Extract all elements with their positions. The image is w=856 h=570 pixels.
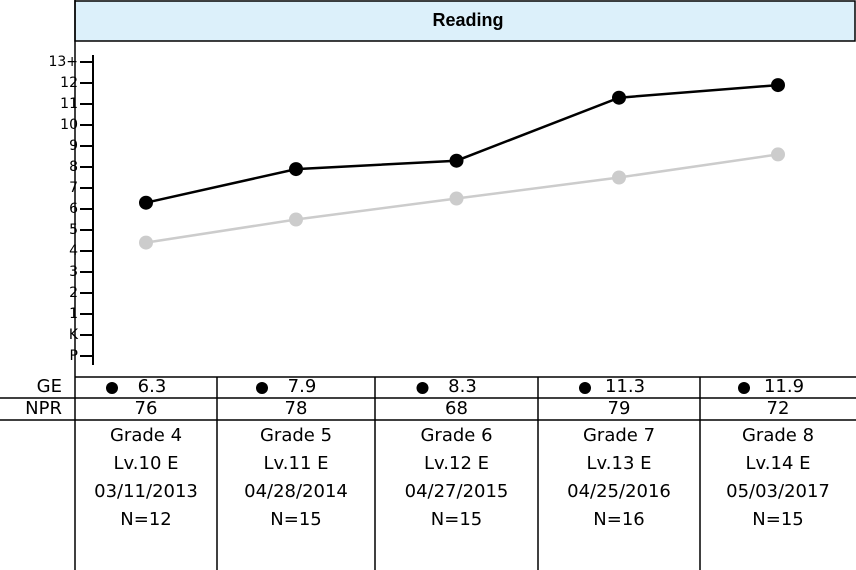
ge-value: 11.3 (605, 376, 645, 397)
level-label: Lv.10 E (113, 453, 178, 474)
npr-value: 79 (608, 398, 631, 419)
level-label: Lv.12 E (424, 453, 489, 474)
date-label: 04/28/2014 (244, 481, 348, 502)
point (289, 212, 303, 227)
point (449, 153, 464, 168)
chart-title: Reading (432, 10, 503, 30)
y-tick-label: 10 (60, 117, 78, 133)
npr-value: 78 (285, 398, 308, 419)
y-tick-label: 2 (69, 285, 78, 301)
date-label: 03/11/2013 (94, 481, 198, 502)
y-tick-label: P (70, 348, 78, 364)
grade-label: Grade 4 (110, 425, 182, 446)
legend-dot (738, 382, 750, 394)
legend-dot (579, 382, 591, 394)
point (771, 147, 785, 162)
legend-dot (416, 382, 429, 394)
ge-value: 8.3 (448, 376, 477, 397)
point (771, 78, 785, 93)
y-tick-label: 12 (60, 75, 78, 91)
point (289, 162, 303, 177)
grade-label: Grade 6 (420, 425, 492, 446)
grade-label: Grade 8 (742, 425, 814, 446)
point (449, 191, 464, 206)
point (139, 235, 153, 250)
y-tick-label: 5 (69, 222, 78, 238)
npr-value: 76 (135, 398, 158, 419)
legend-dot (256, 382, 268, 394)
ge-value: 6.3 (138, 376, 167, 397)
level-label: Lv.14 E (745, 453, 810, 474)
level-label: Lv.13 E (586, 453, 651, 474)
y-tick-label: 13+ (48, 54, 78, 70)
level-label: Lv.11 E (263, 453, 328, 474)
ge-row-label: GE (37, 376, 62, 397)
y-tick-label: 9 (69, 138, 78, 154)
y-tick-label: 11 (60, 96, 78, 112)
n-label: N=15 (431, 509, 482, 530)
legend-dot (106, 382, 118, 394)
grade-label: Grade 7 (583, 425, 655, 446)
y-tick-label: 8 (69, 159, 78, 175)
ge-value: 7.9 (288, 376, 317, 397)
y-tick-label: 3 (69, 264, 78, 280)
npr-value: 68 (445, 398, 468, 419)
ge-value: 11.9 (764, 376, 804, 397)
point (612, 170, 626, 185)
n-label: N=16 (593, 509, 644, 530)
point (139, 195, 153, 210)
y-tick-label: 6 (69, 201, 78, 217)
n-label: N=15 (270, 509, 321, 530)
y-tick-label: 4 (69, 243, 78, 259)
n-label: N=15 (752, 509, 803, 530)
title-bar (74, 0, 856, 42)
date-label: 05/03/2017 (726, 481, 830, 502)
n-label: N=12 (120, 509, 171, 530)
y-tick-label: 1 (69, 306, 78, 322)
npr-row-label: NPR (25, 398, 62, 419)
grade-label: Grade 5 (260, 425, 332, 446)
date-label: 04/27/2015 (405, 481, 509, 502)
date-label: 04/25/2016 (567, 481, 671, 502)
npr-value: 72 (767, 398, 790, 419)
point (612, 90, 626, 105)
y-tick-label: 7 (69, 180, 78, 196)
y-tick-label: K (69, 327, 79, 343)
series-line (145, 83, 779, 204)
